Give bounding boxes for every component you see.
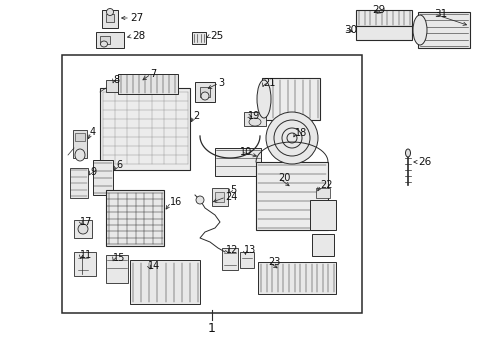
Bar — [244, 112, 265, 126]
Bar — [74, 252, 96, 276]
Text: 11: 11 — [80, 250, 92, 260]
Text: 14: 14 — [148, 261, 160, 271]
Ellipse shape — [265, 112, 317, 164]
Text: 31: 31 — [433, 9, 447, 19]
Text: 4: 4 — [90, 127, 96, 137]
Bar — [130, 260, 200, 304]
Bar — [212, 188, 227, 206]
Bar — [102, 10, 118, 28]
Text: 9: 9 — [90, 167, 96, 177]
Bar — [311, 234, 333, 256]
Text: 28: 28 — [132, 31, 145, 41]
Text: 3: 3 — [218, 78, 224, 88]
Text: 25: 25 — [209, 31, 223, 41]
Text: 1: 1 — [207, 321, 216, 334]
Bar — [75, 133, 85, 141]
Bar — [106, 14, 114, 22]
Text: 18: 18 — [294, 128, 306, 138]
Bar — [309, 200, 335, 230]
Bar — [262, 78, 319, 120]
Text: 19: 19 — [247, 111, 260, 121]
Ellipse shape — [257, 80, 270, 118]
Ellipse shape — [75, 149, 85, 161]
Bar — [118, 74, 178, 94]
Text: 27: 27 — [130, 13, 143, 23]
Bar — [200, 87, 209, 97]
Bar — [240, 252, 253, 268]
Bar — [256, 162, 327, 230]
Ellipse shape — [196, 196, 203, 204]
Bar — [100, 36, 110, 44]
Bar — [195, 82, 215, 102]
Text: 6: 6 — [116, 160, 122, 170]
Text: 17: 17 — [80, 217, 92, 227]
Text: 12: 12 — [225, 245, 238, 255]
Bar — [100, 88, 190, 170]
Bar — [106, 255, 128, 283]
Bar — [106, 80, 118, 92]
Bar — [417, 12, 469, 48]
Ellipse shape — [101, 41, 107, 47]
Ellipse shape — [248, 118, 261, 126]
Text: 10: 10 — [240, 147, 252, 157]
Bar — [315, 188, 329, 198]
Text: 16: 16 — [170, 197, 182, 207]
Bar — [70, 168, 88, 198]
Text: 21: 21 — [263, 78, 275, 88]
Bar — [93, 160, 113, 195]
Ellipse shape — [405, 149, 409, 157]
Bar — [258, 262, 335, 294]
Bar — [96, 32, 124, 48]
Ellipse shape — [78, 224, 88, 234]
Bar — [355, 26, 411, 40]
Text: 29: 29 — [371, 5, 385, 15]
Text: 20: 20 — [278, 173, 290, 183]
Text: 24: 24 — [224, 192, 237, 202]
Text: 8: 8 — [113, 75, 119, 85]
Text: 22: 22 — [319, 180, 332, 190]
Bar — [62, 55, 361, 313]
Bar — [215, 148, 261, 176]
Text: 26: 26 — [417, 157, 430, 167]
Ellipse shape — [286, 133, 296, 143]
Bar — [215, 192, 224, 202]
Ellipse shape — [282, 128, 302, 148]
Bar — [106, 190, 163, 246]
Text: 30: 30 — [343, 25, 356, 35]
Text: 23: 23 — [267, 257, 280, 267]
Bar — [73, 130, 87, 158]
Bar — [192, 32, 205, 44]
Text: 2: 2 — [193, 111, 199, 121]
Text: 13: 13 — [244, 245, 256, 255]
Ellipse shape — [412, 15, 426, 45]
Text: 7: 7 — [150, 69, 156, 79]
Ellipse shape — [273, 120, 309, 156]
Bar — [222, 248, 238, 270]
Ellipse shape — [201, 92, 208, 100]
Text: 15: 15 — [113, 253, 125, 263]
Ellipse shape — [106, 9, 113, 15]
Text: 5: 5 — [229, 185, 236, 195]
Bar — [74, 220, 92, 238]
Bar — [355, 10, 411, 26]
